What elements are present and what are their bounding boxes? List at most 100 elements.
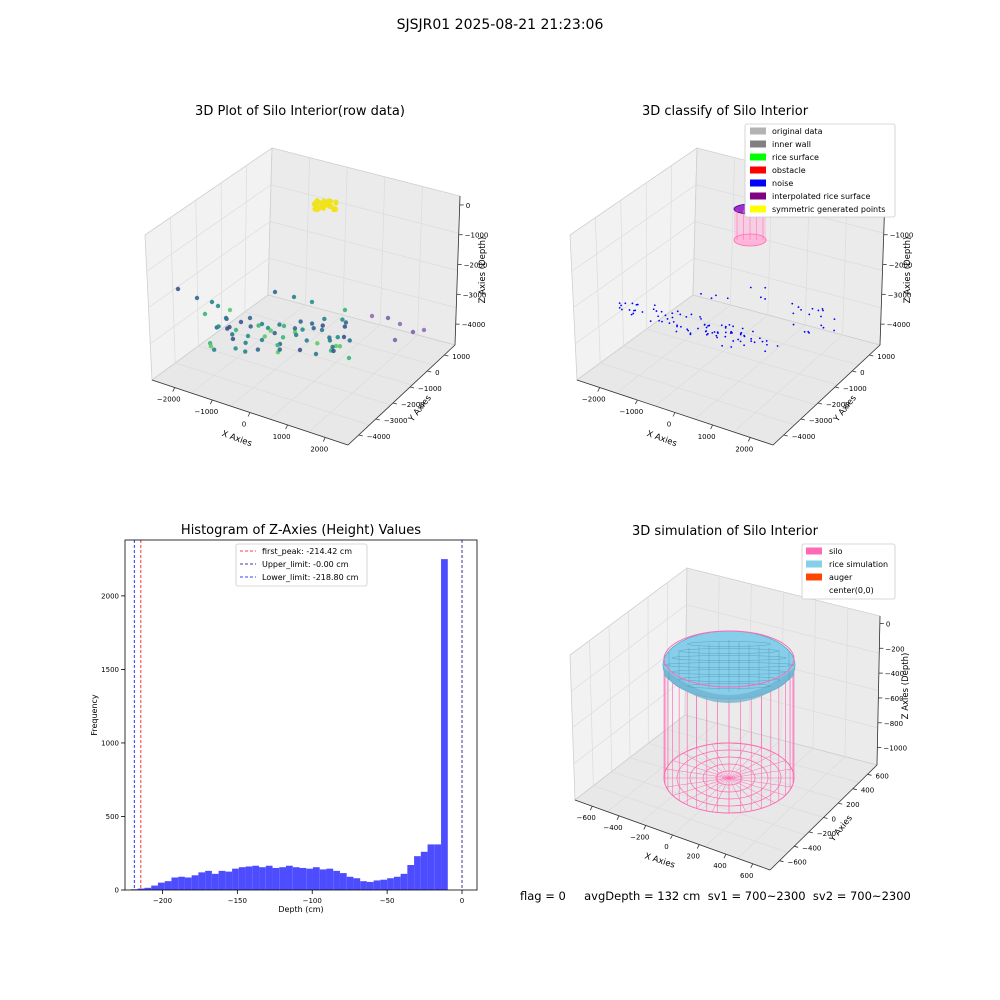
p4-silo-spoke xyxy=(728,777,747,812)
p1-bottom-point xyxy=(243,349,248,354)
p1-bottom-point xyxy=(245,333,251,339)
p1-bottom-point xyxy=(313,351,319,357)
p2-x-tick xyxy=(747,437,751,442)
p3-x-tick-label: −150 xyxy=(228,897,247,905)
panel-classify-3d: −2000 −1000 0 1000 2000 1000 0 −1000 −2000 −3000 −… xyxy=(569,104,913,453)
p1-x-axis-label: X Axies xyxy=(220,429,253,449)
p3-legend-label: Upper_limit: -0.00 cm xyxy=(262,560,349,569)
p2-y-tick xyxy=(834,386,840,389)
p4-x-tick xyxy=(643,825,647,830)
p3-bar xyxy=(252,865,260,890)
p2-noise-point xyxy=(628,309,631,311)
p2-noise-point xyxy=(800,308,802,311)
p1-z-tick-label: −1000 xyxy=(465,232,489,240)
p3-bar xyxy=(279,867,287,890)
p4-x-tick-label: −400 xyxy=(603,824,622,832)
p1-x-tick-label: 2000 xyxy=(310,445,328,453)
p1-x-tick xyxy=(322,437,326,442)
p1-gridline xyxy=(175,362,370,426)
p3-y-axis-label: Frequency xyxy=(90,694,99,736)
p4-silo-spoke xyxy=(728,744,747,779)
p4-silo-spoke xyxy=(696,777,730,809)
p2-noise-point xyxy=(764,298,766,300)
p2-noise-point xyxy=(710,297,713,300)
p4-legend-swatch xyxy=(806,547,822,555)
p2-noise-point xyxy=(705,326,708,329)
p2-noise-point xyxy=(649,320,652,323)
p3-legend-box xyxy=(235,543,368,587)
p4-silo-spoke xyxy=(728,753,776,779)
p2-gridline xyxy=(573,221,696,308)
p4-y-tick xyxy=(838,802,843,805)
p2-noise-point xyxy=(820,324,823,327)
p3-bar xyxy=(366,881,374,890)
p3-bar xyxy=(184,877,192,890)
p3-bar xyxy=(225,871,233,890)
p2-noise-point xyxy=(764,350,767,353)
p4-z-tick-label: −800 xyxy=(884,720,903,728)
p2-y-tick-label: −1000 xyxy=(843,385,867,393)
p2-gridline xyxy=(694,324,806,420)
p1-y-tick-label: −2000 xyxy=(401,401,425,409)
p2-noise-point xyxy=(618,302,621,305)
p1-bottom-point xyxy=(369,313,375,319)
p4-legend-label: auger xyxy=(829,573,853,582)
p2-noise-point xyxy=(711,331,714,334)
p3-bar xyxy=(373,880,381,890)
p4-legend-label: center(0,0) xyxy=(829,586,874,595)
p4-silo-base xyxy=(663,742,795,814)
p4-rice-mesh xyxy=(687,641,771,647)
p2-legend-label: original data xyxy=(772,127,823,136)
p2-legend-label: inner wall xyxy=(772,140,811,149)
p4-silo-spoke xyxy=(672,777,730,796)
p4-z-tick-label: −1000 xyxy=(883,745,907,753)
p1-bottom-point xyxy=(342,324,348,329)
p3-bar xyxy=(218,870,226,890)
p2-noise-point xyxy=(817,309,820,312)
p4-x-tick xyxy=(696,844,700,849)
p1-surface-point xyxy=(316,199,322,205)
p2-gridline xyxy=(669,311,859,366)
p3-bar xyxy=(178,876,185,890)
p1-y-tick xyxy=(392,402,398,405)
p4-x-tick xyxy=(589,806,593,811)
p2-gridline xyxy=(693,257,882,309)
p2-noise-points xyxy=(618,286,836,353)
p1-bottom-point xyxy=(297,347,303,353)
p2-noise-point xyxy=(653,304,656,307)
p1-x-tick xyxy=(247,412,251,417)
p2-noise-point xyxy=(752,330,754,333)
p2-noise-point xyxy=(686,328,689,331)
p2-y-tick xyxy=(783,434,788,437)
p1-z-tick-label: −4000 xyxy=(462,321,486,329)
p2-noise-point xyxy=(676,325,678,328)
p2-noise-point xyxy=(743,344,745,347)
p1-bottom-point xyxy=(331,348,336,354)
p1-bottom-point xyxy=(333,343,339,349)
p1-bottom-point xyxy=(248,324,253,329)
p1-bottom-point xyxy=(343,320,349,325)
p1-y-axis-line xyxy=(347,344,456,446)
p4-gridline xyxy=(686,604,880,654)
p1-bottom-point xyxy=(347,338,352,343)
p1-x-tick xyxy=(210,399,213,405)
p2-noise-point xyxy=(750,340,753,343)
p3-bars xyxy=(130,559,448,890)
p2-legend-label: obstacle xyxy=(772,166,806,175)
p4-rice-mesh xyxy=(663,662,795,668)
p4-silo-spoke xyxy=(682,777,730,803)
p2-x-tick-label: −2000 xyxy=(582,396,606,404)
p1-gridline xyxy=(148,221,271,308)
p1-bottom-point xyxy=(281,323,287,329)
p4-silo-spoke xyxy=(728,760,786,779)
p2-noise-point xyxy=(728,324,731,326)
p4-silo-spoke xyxy=(672,760,730,779)
p1-gridline xyxy=(270,184,459,234)
p3-y-tick-label: 1500 xyxy=(101,666,119,674)
p1-bottom-point xyxy=(298,319,303,324)
p2-noise-point xyxy=(632,312,635,315)
p2-noise-point xyxy=(687,329,690,332)
p3-bar xyxy=(306,868,313,890)
p2-noise-point xyxy=(759,296,762,299)
